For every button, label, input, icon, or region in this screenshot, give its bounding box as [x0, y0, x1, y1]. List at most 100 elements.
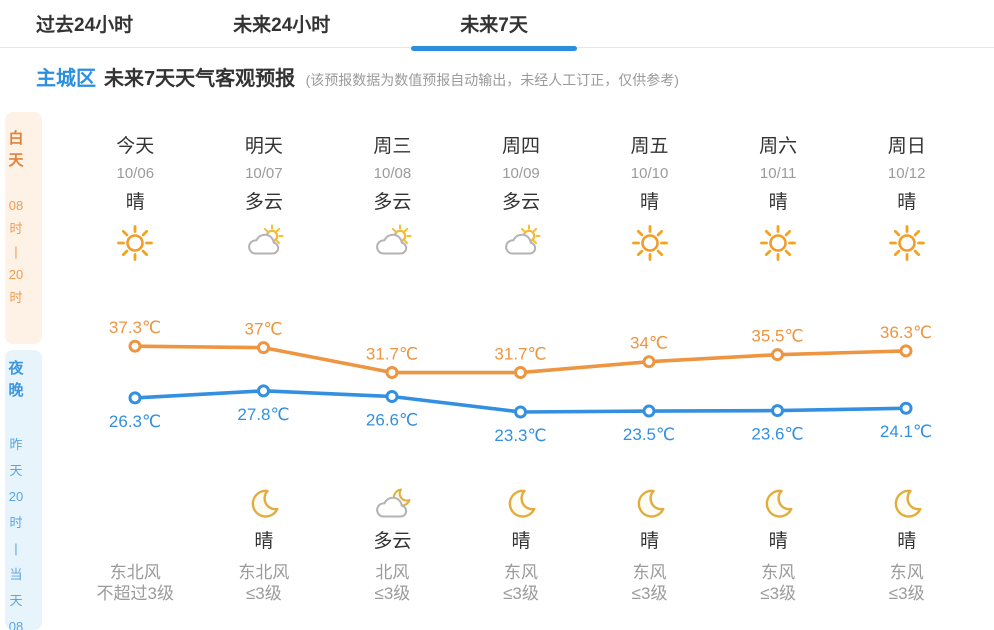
forecast-header: 主城区 未来7天天气客观预报 (该预报数据为数值预报自动输出，未经人工订正，仅供参…	[36, 62, 679, 91]
region-label: 主城区	[36, 68, 96, 90]
day-name: 明天	[244, 136, 283, 157]
day-condition: 多云	[244, 192, 283, 213]
temp-label: 35.5℃	[751, 327, 803, 346]
cloud-sun-icon	[376, 224, 412, 255]
night-weather-icon	[457, 486, 586, 528]
day-weather-icon	[71, 223, 200, 263]
day-date: 10/09	[502, 165, 540, 182]
cloud-sun-icon	[505, 224, 541, 255]
temp-point	[642, 404, 656, 418]
wind-direction: 东风	[761, 563, 796, 582]
moon-icon	[637, 489, 665, 518]
wind-level: ≤3级	[888, 584, 925, 603]
temp-label: 23.6℃	[751, 425, 803, 444]
sun-icon	[760, 225, 797, 261]
wind-direction: 东风	[889, 563, 924, 582]
day-weather-icon	[328, 223, 457, 263]
night-weather-icon	[714, 486, 843, 528]
sun-icon	[117, 225, 154, 261]
day-date: 10/08	[373, 165, 412, 182]
wind-level: ≤3级	[245, 584, 282, 603]
temp-label: 37℃	[244, 320, 282, 339]
page-title: 未来7天天气客观预报	[104, 68, 296, 90]
day-forecast-row: 今天 10/06 晴 明天 10/07 多云 周三 10/08 多云 周四 10/09 多云	[71, 133, 971, 263]
sun-icon	[888, 225, 925, 261]
tab-label: 未来7天	[460, 15, 528, 36]
day-name: 周三	[373, 136, 412, 157]
forecast-column-night: 晴东风 ≤3级	[714, 486, 843, 604]
tab-past-24h[interactable]: 过去24小时	[36, 0, 133, 48]
wind-level: ≤3级	[374, 584, 411, 603]
night-weather-icon	[200, 486, 329, 528]
temp-point	[257, 384, 270, 398]
night-condition: 晴	[640, 531, 660, 552]
temp-label: 36.3℃	[880, 323, 932, 342]
temp-label: 26.3℃	[109, 412, 161, 431]
high-temp-line: 37.3℃ 37℃ 31.7℃ 31.7℃ 34℃ 35.5℃ 36.3℃	[109, 318, 932, 380]
forecast-column: 周日 10/12 晴	[842, 133, 971, 263]
night-forecast-row: 东北风不超过3级 晴东北风 ≤3级 多云北风 ≤3级 晴东风 ≤3级 晴东风 ≤3级 晴…	[71, 486, 971, 604]
wind-direction: 北风	[375, 563, 410, 582]
active-tab-underline	[411, 45, 578, 51]
temp-label: 23.5℃	[623, 425, 675, 444]
night-weather-icon	[71, 486, 200, 528]
day-condition: 晴	[768, 192, 788, 213]
night-weather-icon	[328, 486, 457, 528]
temp-point	[385, 366, 399, 380]
wind-direction: 东北风	[238, 563, 290, 582]
night-condition: 晴	[897, 531, 917, 552]
tab-bar: 过去24小时 未来24小时 未来7天	[0, 0, 994, 51]
temp-label: 34℃	[630, 334, 668, 353]
day-name: 周日	[887, 136, 926, 157]
wind-level: ≤3级	[631, 584, 668, 603]
temp-label: 26.6℃	[366, 410, 418, 429]
forecast-column-night: 晴东风 ≤3级	[585, 486, 714, 604]
day-name: 周五	[630, 136, 669, 157]
forecast-column: 明天 10/07 多云	[200, 133, 329, 263]
temp-point	[257, 341, 270, 355]
moon-icon	[765, 489, 793, 518]
tab-next-24h[interactable]: 未来24小时	[233, 0, 330, 48]
wind-direction: 东风	[632, 563, 667, 582]
forecast-column-night: 晴东风 ≤3级	[457, 486, 586, 604]
temp-label: 24.1℃	[880, 422, 932, 441]
forecast-column-night: 晴东北风 ≤3级	[200, 486, 329, 604]
forecast-column: 周六 10/11 晴	[714, 133, 843, 263]
forecast-column: 周五 10/10 晴	[585, 133, 714, 263]
wind-level: ≤3级	[503, 584, 539, 603]
tab-label: 过去24小时	[36, 15, 134, 36]
temp-label: 31.7℃	[366, 345, 418, 364]
forecast-column-night: 晴东风 ≤3级	[842, 486, 971, 604]
temp-label: 27.8℃	[237, 405, 289, 424]
day-name: 周六	[759, 136, 798, 157]
sun-icon	[631, 225, 668, 261]
temp-point	[899, 344, 913, 358]
night-weather-icon	[842, 486, 971, 528]
wind-level: 不超过3级	[96, 584, 175, 603]
forecast-column-night: 东北风不超过3级	[71, 486, 200, 604]
forecast-column-night: 多云北风 ≤3级	[328, 486, 457, 604]
night-condition: 多云	[373, 531, 412, 552]
temp-point	[771, 348, 784, 362]
cloud-moon-icon	[376, 488, 411, 518]
wind-direction: 东风	[503, 563, 538, 582]
day-condition: 多云	[501, 192, 540, 213]
temp-point	[771, 404, 784, 418]
wind-level: ≤3级	[760, 584, 797, 603]
night-weather-icon	[585, 486, 714, 528]
forecast-column: 周三 10/08 多云	[328, 133, 457, 263]
sidebar-day-strip: 白天 08 时 | 20 时	[5, 112, 42, 344]
temp-point	[385, 389, 399, 403]
tab-next-7d[interactable]: 未来7天	[411, 0, 578, 51]
day-weather-icon	[585, 223, 714, 263]
moon-icon	[508, 489, 536, 518]
temp-label: 23.3℃	[494, 426, 546, 445]
forecast-column: 周四 10/09 多云	[457, 133, 586, 263]
day-name: 周四	[501, 136, 540, 157]
night-condition: 晴	[511, 531, 531, 552]
disclaimer-note: (该预报数据为数值预报自动输出，未经人工订正，仅供参考)	[305, 72, 679, 88]
wind-direction: 东北风	[109, 563, 161, 582]
